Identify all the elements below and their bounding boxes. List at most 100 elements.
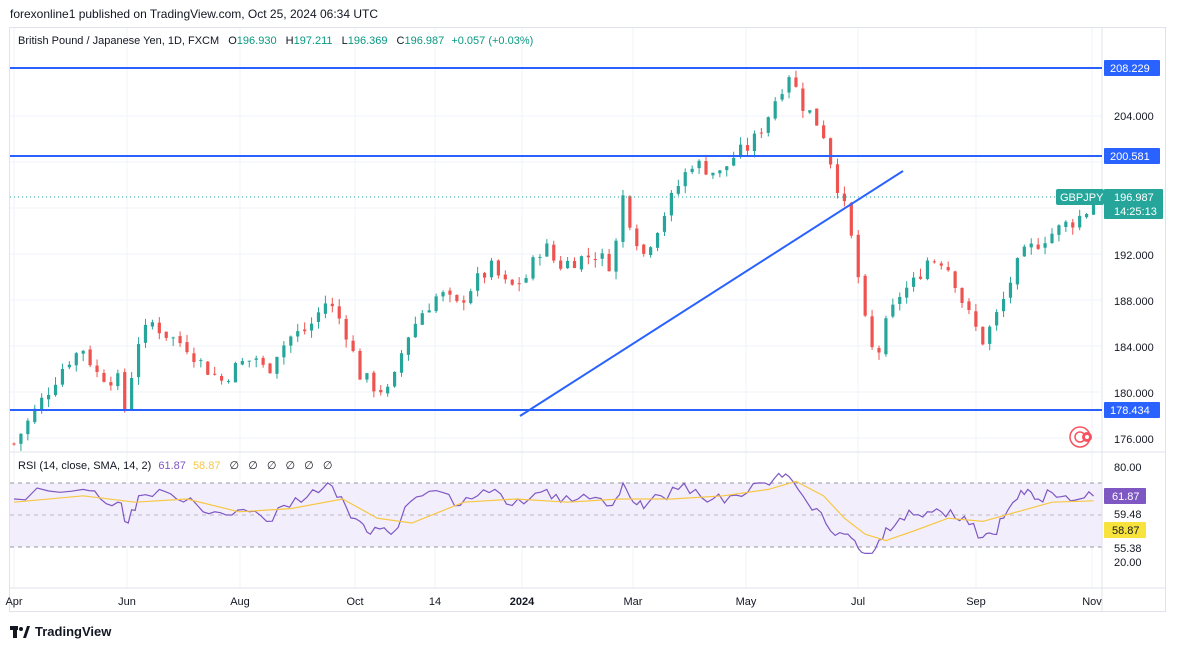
tradingview-logo[interactable]: TradingView: [10, 624, 111, 639]
candle-up: [420, 313, 424, 325]
candle-down: [559, 260, 563, 269]
candle-down: [981, 326, 985, 345]
candle-down: [815, 108, 819, 126]
candle-down: [552, 244, 556, 261]
chart-frame: [9, 27, 1166, 612]
rsi-legend-sma: 58.87: [192, 460, 221, 472]
candle-up: [434, 296, 438, 312]
candle-down: [448, 290, 452, 295]
candle-up: [74, 353, 78, 366]
candle-up: [33, 408, 37, 423]
low-value: 196.369: [347, 35, 388, 47]
symbol-title: British Pound / Japanese Yen, 1D, FXCM: [18, 35, 220, 47]
trendline[interactable]: [519, 170, 904, 417]
time-tick: Jul: [851, 596, 865, 608]
rsi-tick: 55.38: [1114, 543, 1142, 555]
candle-down: [358, 350, 362, 380]
tradingview-brand: TradingView: [35, 624, 112, 639]
candle-up: [1057, 225, 1061, 235]
level-tag-178: 178.434: [1110, 405, 1150, 417]
candle-up: [787, 77, 791, 93]
candle-down: [185, 342, 189, 353]
candle-up: [323, 303, 327, 314]
candle-up: [53, 384, 58, 396]
rsi-lines-group: [13, 472, 1094, 554]
candle-up: [1008, 282, 1013, 298]
candle-down: [206, 361, 210, 375]
candle-down: [593, 258, 597, 260]
candle-up: [655, 232, 660, 248]
candle-down: [123, 372, 127, 410]
rsi-legend: RSI (14, close, SMA, 14, 2) 61.87 58.87 …: [18, 459, 332, 472]
candle-down: [157, 322, 161, 334]
candle-down: [510, 279, 514, 285]
low-label: L: [341, 35, 348, 47]
candle-down: [828, 138, 833, 165]
candle-up: [282, 345, 286, 358]
na-value: ∅: [248, 460, 258, 472]
price-tick: 176.000: [1114, 434, 1154, 446]
level-tag-bg: [1104, 60, 1160, 76]
rsi-tick: 20.00: [1114, 557, 1142, 569]
candle-down: [801, 88, 805, 111]
candle-down: [877, 348, 881, 353]
candle-down: [261, 357, 265, 365]
symbol-tag: GBPJPY: [1060, 192, 1104, 204]
time-axis: Apr Jun Aug Oct 14 2024 Mar May Jul Sep …: [5, 596, 1102, 608]
candle-up: [143, 324, 148, 343]
candle-down: [572, 260, 577, 269]
rsi-value-tag-bg: [1104, 488, 1146, 504]
candle-down: [745, 145, 750, 151]
candle-down: [95, 365, 99, 373]
candle-up: [1001, 298, 1006, 312]
rsi-line: [13, 472, 1094, 554]
rsi-label: RSI (14, close, SMA, 14, 2): [18, 460, 152, 472]
candle-up: [150, 322, 154, 327]
candle-up: [988, 326, 992, 344]
candle-up: [199, 360, 203, 362]
replay-icon[interactable]: [1069, 426, 1092, 448]
change-value: +0.057 (+0.03%): [451, 35, 534, 47]
candle-up: [275, 356, 279, 374]
candle-up: [254, 358, 258, 360]
symbol-tag-bg: [1056, 189, 1104, 205]
candle-down: [192, 353, 196, 363]
tradingview-logo-icon: [10, 625, 30, 638]
candle-down: [496, 260, 500, 276]
candle-up: [413, 323, 417, 338]
candle-down: [164, 331, 168, 338]
candle-down: [835, 164, 840, 193]
candle-down: [974, 311, 978, 327]
open-label: O: [228, 35, 237, 47]
candle-up: [441, 292, 445, 297]
candle-up: [393, 371, 397, 387]
candle-up: [309, 323, 314, 331]
candle-up: [67, 364, 71, 368]
candle-up: [136, 344, 141, 378]
candle-up: [1022, 246, 1026, 257]
candle-down: [12, 443, 16, 445]
candle-up: [690, 168, 694, 173]
candle-up: [676, 185, 680, 194]
time-tick: Aug: [230, 596, 250, 608]
candle-up: [683, 172, 687, 187]
rsi-tick: 59.48: [1114, 509, 1142, 521]
candle-up: [545, 243, 549, 257]
candle-up: [386, 386, 390, 394]
candle-down: [635, 228, 639, 247]
candle-down: [109, 382, 113, 386]
published-by-line: forexonline1 published on TradingView.co…: [10, 7, 379, 21]
candle-down: [482, 272, 487, 278]
candle-down: [379, 389, 383, 393]
candle-up: [1043, 243, 1047, 248]
high-label: H: [285, 35, 294, 47]
candle-up: [614, 240, 618, 272]
candle-up: [579, 256, 584, 270]
candle-up: [60, 368, 65, 385]
candle-up: [621, 195, 625, 242]
candle-up: [1029, 243, 1033, 248]
rsi-sma-tag-bg: [1104, 522, 1146, 538]
level-tag-bg: [1104, 402, 1160, 418]
candle-up: [766, 117, 770, 133]
